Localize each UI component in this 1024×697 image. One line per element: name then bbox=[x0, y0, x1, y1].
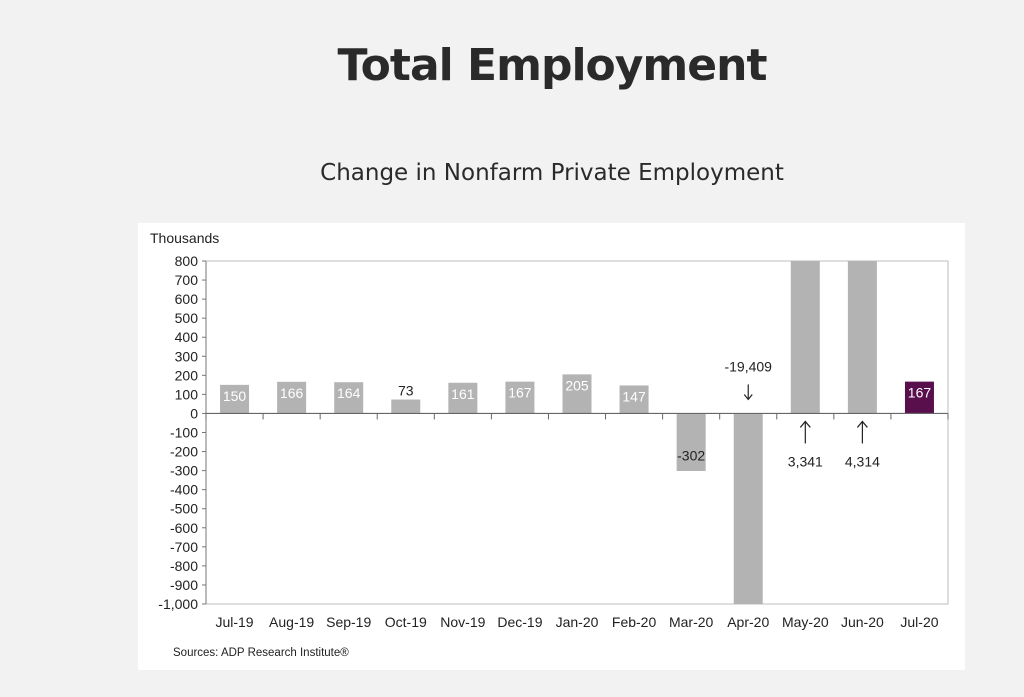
data-label-jul-19: 150 bbox=[223, 388, 247, 404]
x-tick-label: Apr-20 bbox=[727, 614, 769, 630]
data-label-sep-19: 164 bbox=[337, 385, 361, 401]
x-tick-label: Jul-20 bbox=[900, 614, 938, 630]
data-label-nov-19: 161 bbox=[451, 386, 475, 402]
bar-sep-19 bbox=[334, 382, 364, 414]
bar-jun-20 bbox=[847, 261, 877, 414]
bar-mar-20 bbox=[676, 413, 706, 471]
data-label-may-20: 3,341 bbox=[788, 453, 823, 469]
data-label-oct-19: 73 bbox=[398, 383, 414, 399]
x-tick-label: Jun-20 bbox=[841, 614, 884, 630]
bar-jul-19 bbox=[220, 384, 250, 414]
y-tick-label: 400 bbox=[175, 329, 199, 345]
y-tick-label: 500 bbox=[175, 310, 199, 326]
data-label-mar-20: -302 bbox=[677, 447, 705, 463]
y-tick-label: 0 bbox=[190, 405, 198, 421]
y-tick-label: 800 bbox=[175, 253, 199, 269]
y-tick-label: 100 bbox=[175, 386, 199, 402]
y-axis-units-label: Thousands bbox=[150, 230, 220, 246]
x-tick-label: Dec-19 bbox=[497, 614, 542, 630]
page-title: Total Employment bbox=[337, 40, 768, 91]
bar-dec-19 bbox=[505, 381, 535, 414]
y-tick-label: -800 bbox=[170, 558, 198, 574]
bar-feb-20 bbox=[619, 385, 649, 414]
chart-panel: Thousands 800 700 600 500 400 300 200 100 0 -100 -… bbox=[138, 223, 965, 670]
x-tick-label: Mar-20 bbox=[669, 614, 714, 630]
y-tick-label: 700 bbox=[175, 272, 199, 288]
y-tick-label: -1,000 bbox=[158, 596, 198, 612]
bar-may-20 bbox=[790, 261, 820, 414]
data-label-jan-20: 205 bbox=[565, 377, 589, 393]
y-tick-label: 600 bbox=[175, 291, 199, 307]
y-tick-label: -200 bbox=[170, 444, 198, 460]
bar-apr-20 bbox=[733, 413, 763, 604]
y-tick-label: 300 bbox=[175, 348, 199, 364]
data-label-dec-19: 167 bbox=[508, 385, 532, 401]
x-tick-label: Nov-19 bbox=[440, 614, 485, 630]
bar-aug-19 bbox=[277, 381, 307, 414]
source-note: Sources: ADP Research Institute® bbox=[173, 647, 349, 659]
x-tick-label: Feb-20 bbox=[612, 614, 657, 630]
bar-oct-19 bbox=[391, 399, 421, 414]
x-tick-label: Jul-19 bbox=[215, 614, 253, 630]
chart-subtitle: Change in Nonfarm Private Employment bbox=[320, 160, 784, 186]
y-tick-label: -300 bbox=[170, 463, 198, 479]
y-tick-label: -700 bbox=[170, 539, 198, 555]
bar-jan-20 bbox=[562, 374, 592, 414]
data-label-jul-20: 167 bbox=[908, 385, 932, 401]
x-tick-label: Sep-19 bbox=[326, 614, 371, 630]
bar-chart: 800 700 600 500 400 300 200 100 0 -100 -200 -300 -40… bbox=[158, 253, 949, 630]
y-tick-label: -900 bbox=[170, 577, 198, 593]
y-tick-label: -600 bbox=[170, 520, 198, 536]
x-tick-label: Aug-19 bbox=[269, 614, 314, 630]
x-tick-label: Jan-20 bbox=[556, 614, 599, 630]
plot-area-frame bbox=[205, 260, 949, 605]
y-tick-label: -100 bbox=[170, 425, 198, 441]
y-tick-label: 200 bbox=[175, 367, 199, 383]
offscale-arrow-down-head bbox=[743, 394, 753, 401]
data-label-aug-19: 166 bbox=[280, 385, 304, 401]
y-tick-label: -400 bbox=[170, 482, 198, 498]
y-tick-label: -500 bbox=[170, 501, 198, 517]
offscale-arrow-up-head bbox=[799, 420, 811, 428]
offscale-arrow-up-head bbox=[856, 420, 868, 428]
x-tick-label: May-20 bbox=[782, 614, 829, 630]
x-tick-label: Oct-19 bbox=[385, 614, 427, 630]
data-label-apr-20: -19,409 bbox=[724, 358, 772, 374]
data-label-jun-20: 4,314 bbox=[845, 453, 880, 469]
bar-nov-19 bbox=[448, 382, 478, 414]
data-label-feb-20: 147 bbox=[622, 388, 646, 404]
bar-jul-20 bbox=[904, 381, 934, 414]
